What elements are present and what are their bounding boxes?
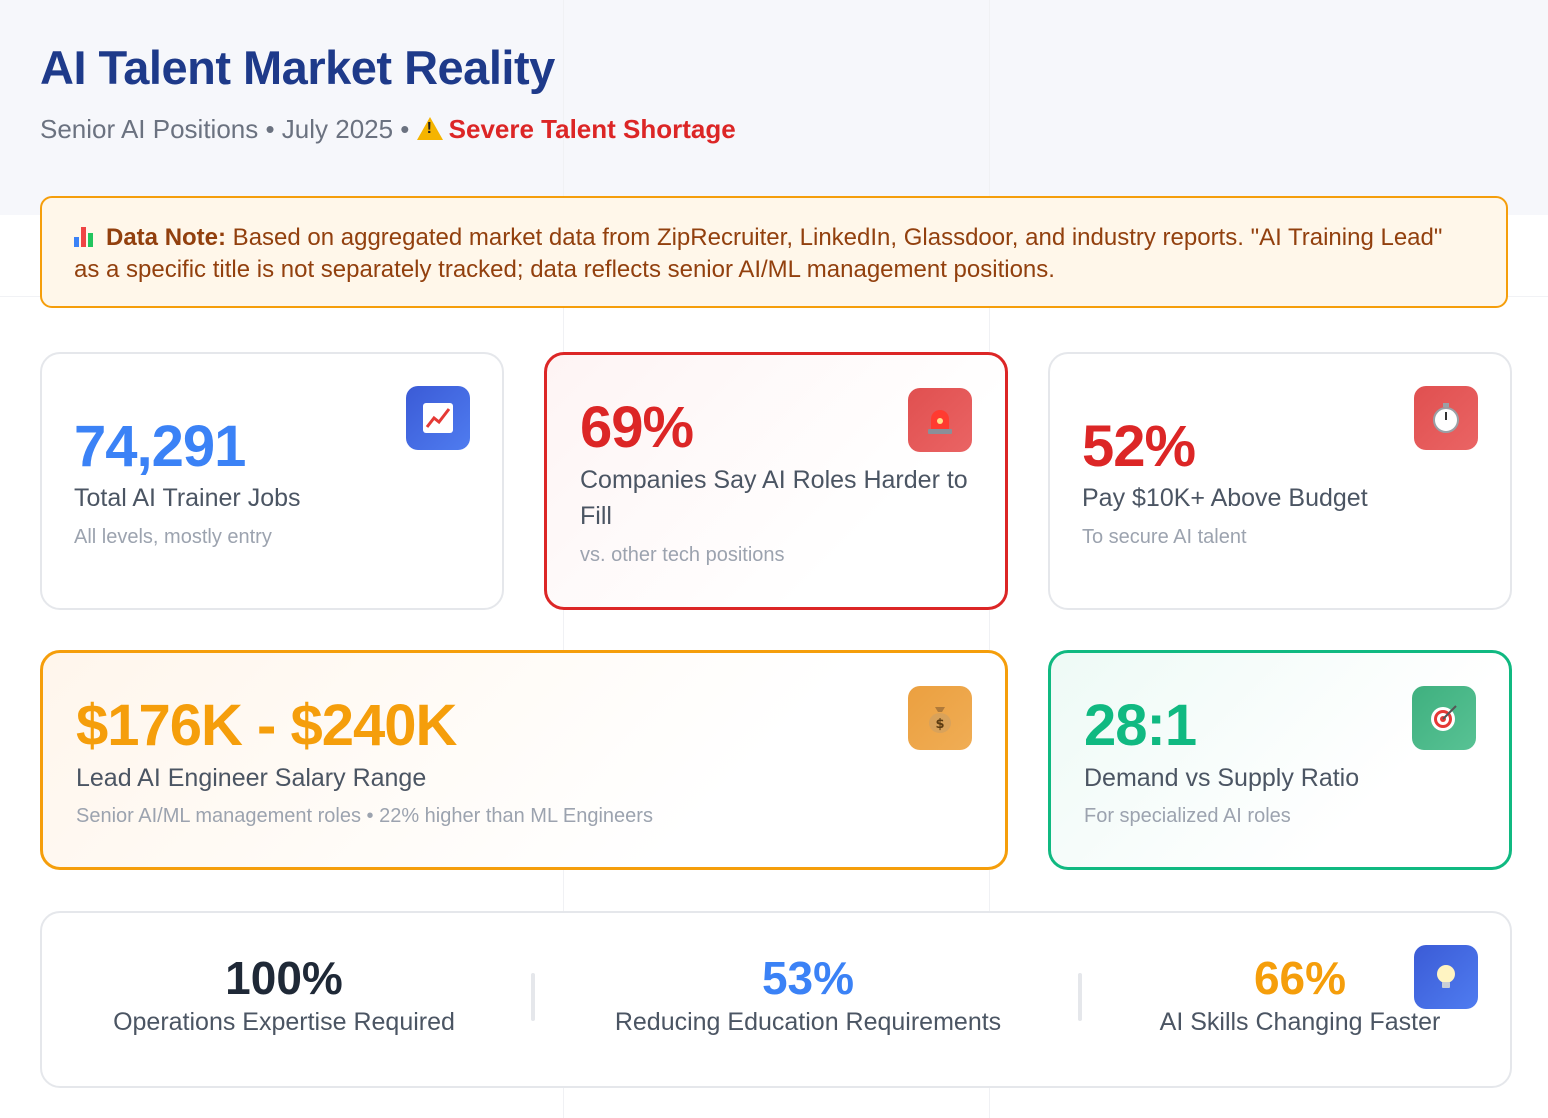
- shortage-alert: Severe Talent Shortage: [448, 114, 736, 144]
- subtitle-text: Senior AI Positions • July 2025 •: [40, 114, 417, 144]
- harder-to-fill-value: 69%: [580, 395, 694, 460]
- stopwatch-icon: [1414, 386, 1478, 450]
- above-budget-card: 52% Pay $10K+ Above Budget To secure AI …: [1048, 352, 1512, 610]
- page-title: AI Talent Market Reality: [40, 41, 555, 94]
- stat-skills: 66% AI Skills Changing Faster: [1060, 952, 1540, 1037]
- bar-chart-icon: [74, 225, 98, 247]
- target-icon: [1412, 686, 1476, 750]
- above-budget-value: 52%: [1082, 414, 1196, 479]
- money-bag-icon: $: [908, 686, 972, 750]
- harder-to-fill-subtext: vs. other tech positions: [580, 544, 785, 566]
- total-jobs-value: 74,291: [74, 414, 246, 479]
- warning-icon: [416, 117, 443, 140]
- demand-supply-card: 28:1 Demand vs Supply Ratio For speciali…: [1048, 650, 1512, 870]
- trending-chart-icon: [406, 386, 470, 450]
- data-note-label: Data Note:: [106, 224, 227, 251]
- stat-operations-value: 100%: [225, 952, 343, 1004]
- stats-summary-card: [40, 911, 1512, 1088]
- svg-text:$: $: [935, 717, 944, 732]
- salary-range-label: Lead AI Engineer Salary Range: [76, 764, 427, 792]
- stat-skills-label: AI Skills Changing Faster: [1159, 1008, 1441, 1036]
- harder-to-fill-card: 69% Companies Say AI Roles Harder to Fil…: [544, 352, 1008, 610]
- total-jobs-label: Total AI Trainer Jobs: [74, 484, 301, 512]
- salary-range-card: $ $176K - $240K Lead AI Engineer Salary …: [40, 650, 1008, 870]
- page-subtitle: Senior AI Positions • July 2025 • Severe…: [40, 114, 736, 145]
- total-jobs-subtext: All levels, mostly entry: [74, 526, 272, 548]
- stat-skills-value: 66%: [1253, 952, 1347, 1004]
- stat-education: 53% Reducing Education Requirements: [568, 952, 1048, 1037]
- above-budget-subtext: To secure AI talent: [1082, 526, 1247, 548]
- stat-divider: [531, 973, 535, 1021]
- stat-operations: 100% Operations Expertise Required: [44, 952, 524, 1037]
- total-jobs-card: 74,291 Total AI Trainer Jobs All levels,…: [40, 352, 504, 610]
- siren-icon: [908, 388, 972, 452]
- data-note-banner: Data Note: Based on aggregated market da…: [40, 196, 1508, 308]
- above-budget-label: Pay $10K+ Above Budget: [1082, 484, 1368, 512]
- data-note-text: Based on aggregated market data from Zip…: [74, 224, 1443, 283]
- stat-operations-label: Operations Expertise Required: [113, 1008, 455, 1036]
- salary-range-value: $176K - $240K: [76, 693, 457, 758]
- stat-education-value: 53%: [761, 952, 855, 1004]
- header-background: [0, 0, 1548, 215]
- stat-divider: [1078, 973, 1082, 1021]
- stat-education-label: Reducing Education Requirements: [614, 1008, 1002, 1036]
- harder-to-fill-label: Companies Say AI Roles Harder to Fill: [580, 466, 968, 530]
- salary-range-subtext: Senior AI/ML management roles • 22% high…: [76, 805, 653, 827]
- demand-supply-label: Demand vs Supply Ratio: [1084, 764, 1360, 792]
- demand-supply-value: 28:1: [1084, 693, 1197, 758]
- demand-supply-subtext: For specialized AI roles: [1084, 805, 1291, 827]
- lightbulb-icon: [1414, 945, 1478, 1009]
